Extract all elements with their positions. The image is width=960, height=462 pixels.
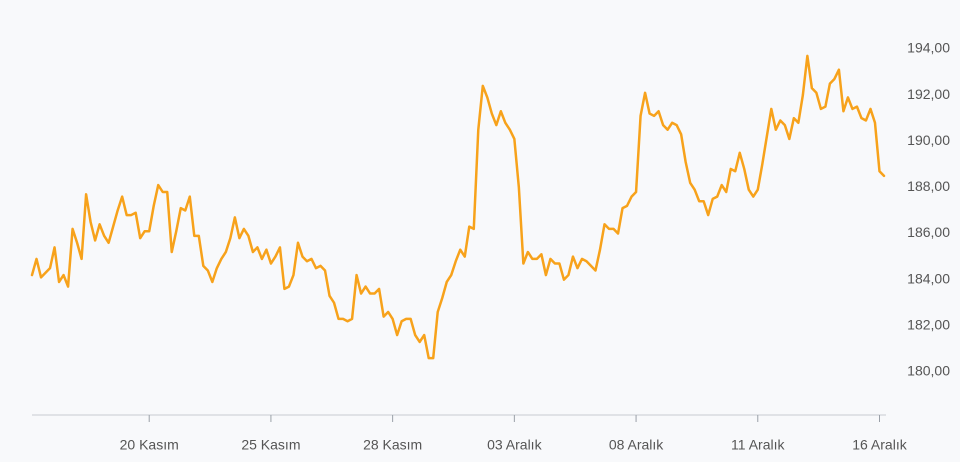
x-tick-label: 03 Aralık <box>487 437 542 453</box>
y-tick-label: 180,00 <box>907 363 950 379</box>
y-tick-label: 184,00 <box>907 270 950 286</box>
x-tick-label: 16 Aralık <box>852 437 907 453</box>
y-tick-label: 190,00 <box>907 132 950 148</box>
y-tick-label: 194,00 <box>907 40 950 56</box>
y-tick-label: 186,00 <box>907 224 950 240</box>
x-tick-label: 08 Aralık <box>609 437 664 453</box>
y-tick-label: 182,00 <box>907 317 950 333</box>
y-tick-label: 188,00 <box>907 178 950 194</box>
x-tick-label: 28 Kasım <box>363 437 422 453</box>
x-tick-label: 11 Aralık <box>731 437 785 453</box>
y-tick-label: 192,00 <box>907 86 950 102</box>
x-tick-label: 20 Kasım <box>120 437 179 453</box>
x-tick-label: 25 Kasım <box>241 437 300 453</box>
price-line <box>30 54 886 360</box>
